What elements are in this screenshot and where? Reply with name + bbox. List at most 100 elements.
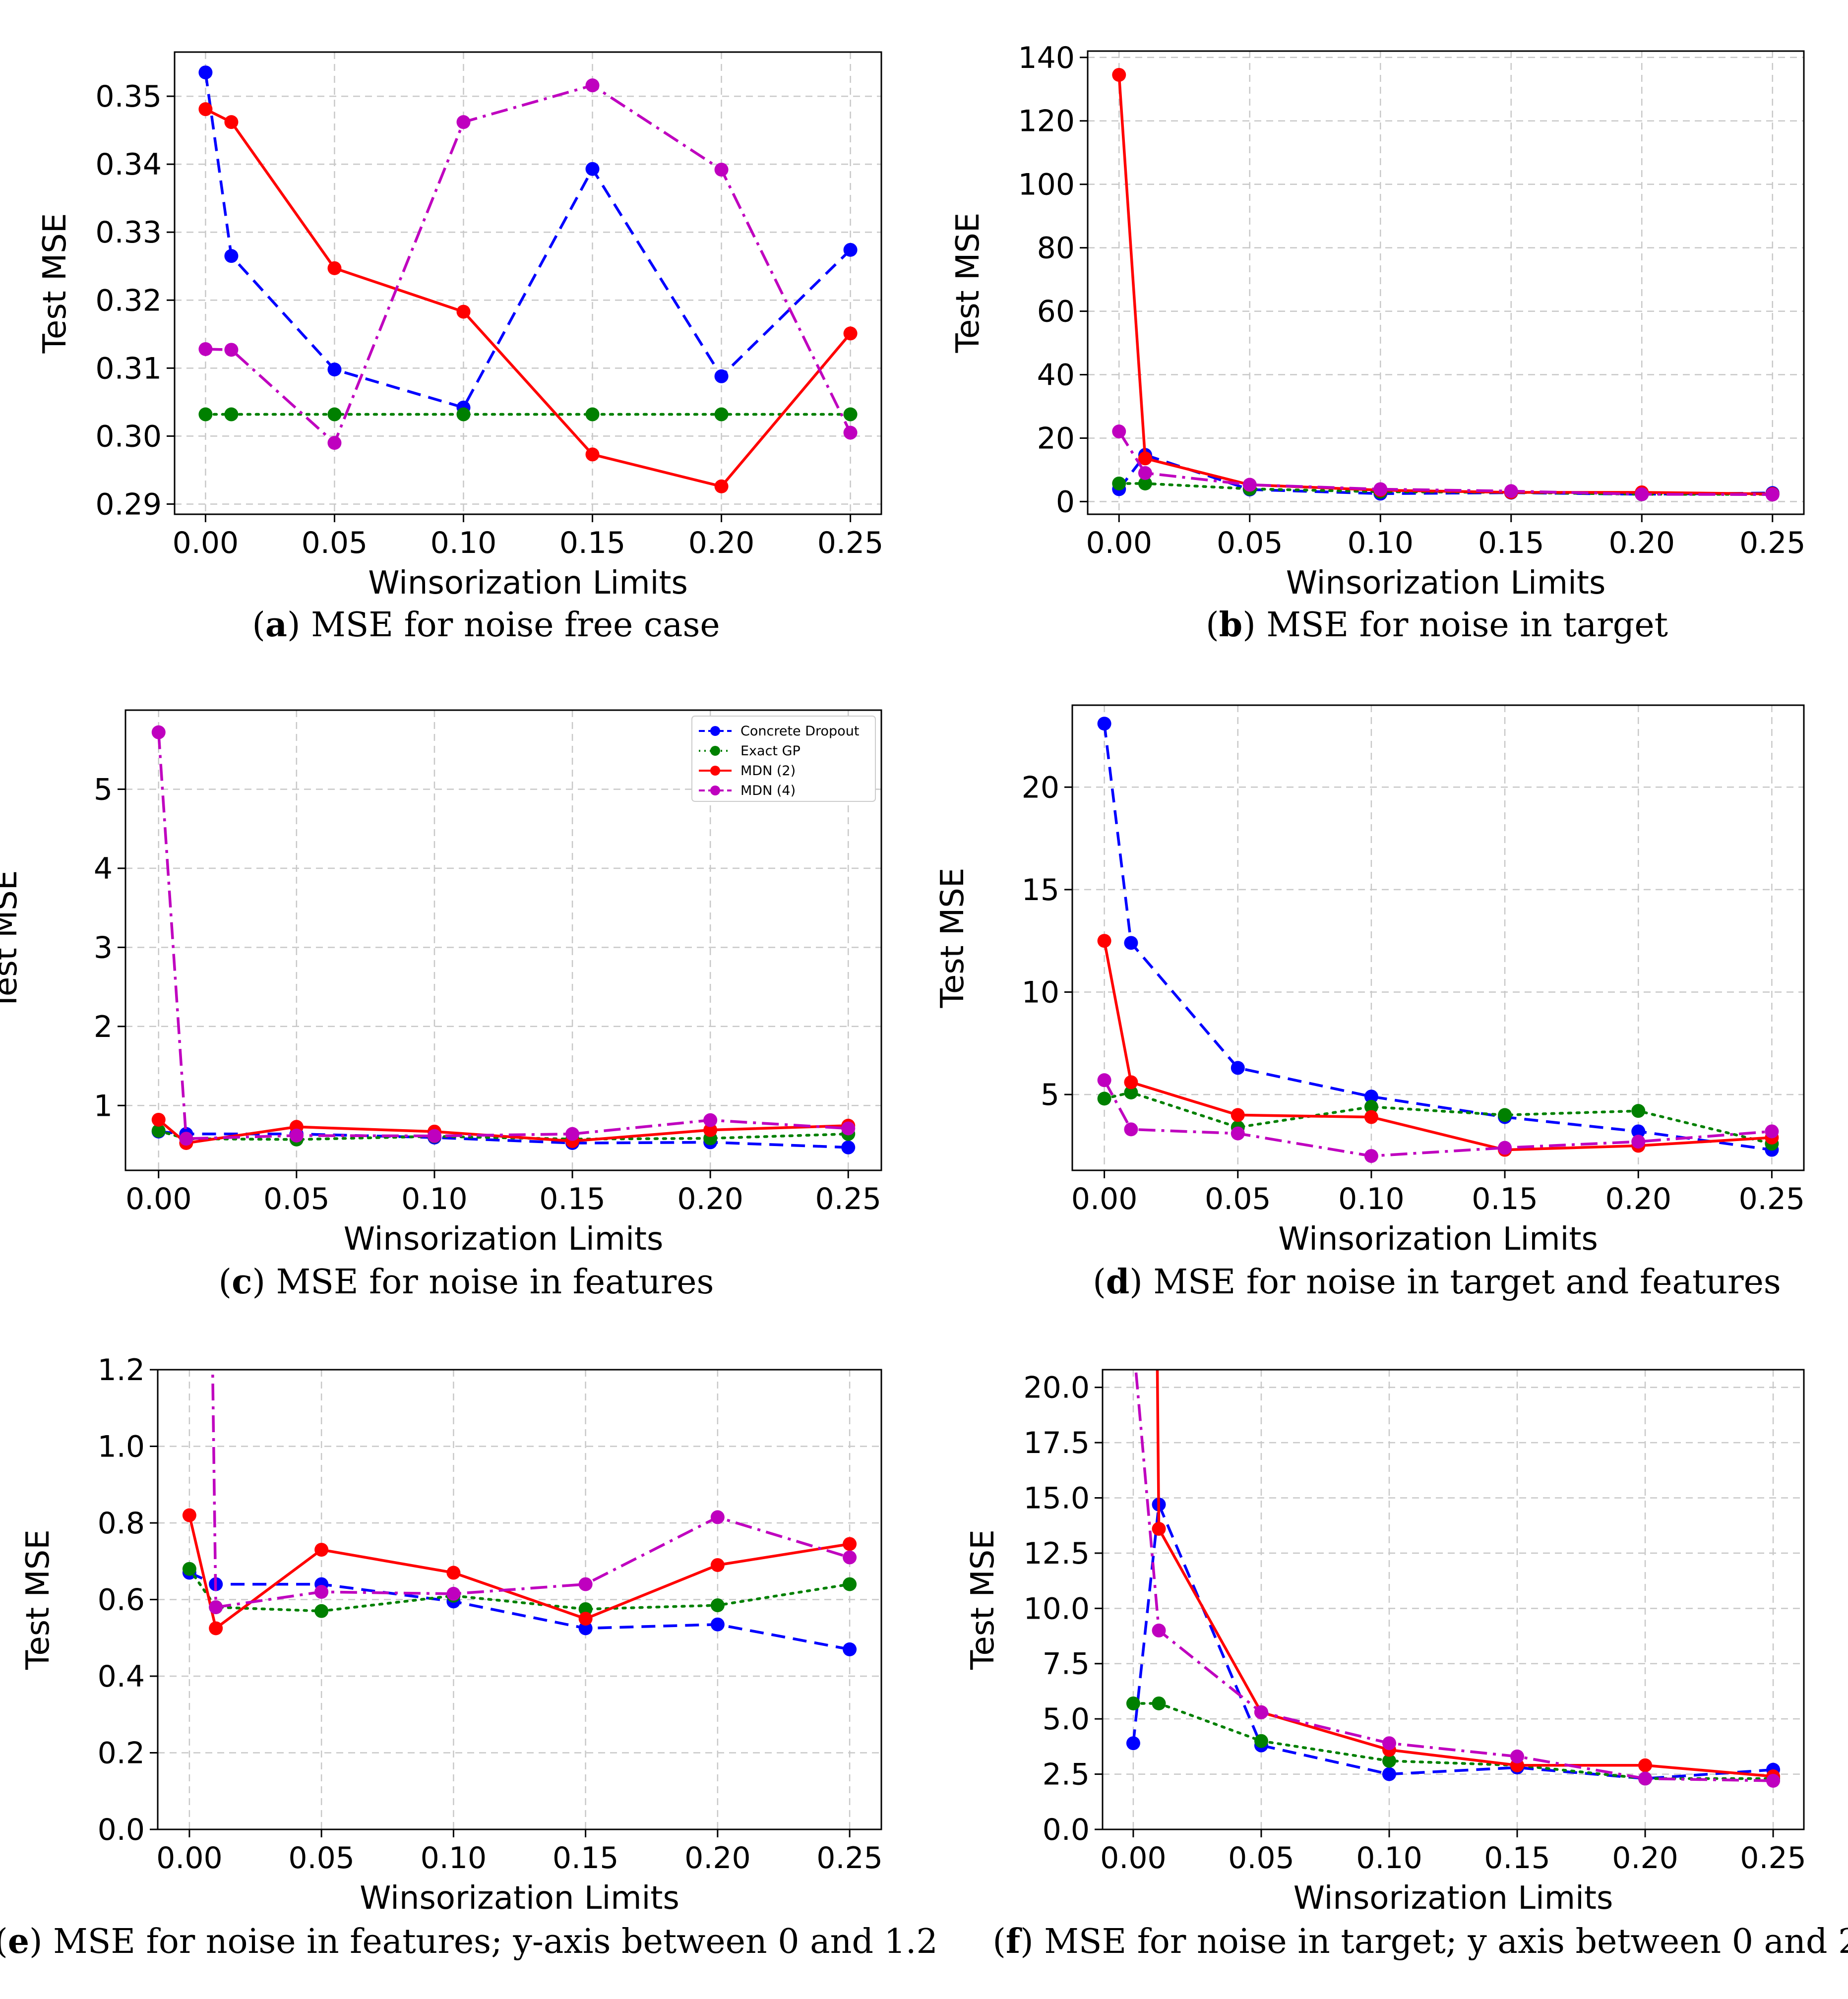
- data-point-concrete_dropout: [585, 162, 600, 176]
- data-point-mdn4: [327, 436, 342, 450]
- data-point-mdn4: [703, 1113, 718, 1127]
- data-point-mdn2: [703, 1123, 718, 1137]
- legend-marker-mdn4: [710, 786, 720, 795]
- y-tick-label: 120: [1018, 104, 1075, 139]
- x-axis-label: Winsorization Limits: [360, 1880, 679, 1917]
- y-tick-label: 0.0: [98, 1813, 145, 1847]
- series-line-mdn4: [1134, 1370, 1774, 1782]
- x-tick-label: 0.00: [156, 1841, 223, 1876]
- y-tick-label: 0.33: [95, 215, 162, 250]
- y-tick-label: 20: [1037, 421, 1075, 456]
- data-point-mdn4: [585, 78, 600, 93]
- data-point-mdn4: [456, 115, 471, 129]
- data-point-mdn4: [198, 342, 213, 356]
- caption-letter: f: [1005, 1922, 1021, 1961]
- y-tick-label: 60: [1037, 295, 1075, 329]
- y-tick-label: 0.35: [95, 79, 162, 114]
- series-line-mdn2: [205, 108, 852, 488]
- data-point-exact_gp: [1152, 1696, 1166, 1710]
- x-tick-label: 0.10: [1338, 1182, 1405, 1216]
- data-point-exact_gp: [1097, 1091, 1111, 1106]
- caption-text: ) MSE for noise in target; y axis betwee…: [1020, 1922, 1848, 1961]
- caption-text: ) MSE for noise in target and features: [1129, 1263, 1781, 1302]
- series-line-mdn2: [1117, 74, 1773, 495]
- y-tick-label: 0: [1056, 485, 1075, 519]
- y-tick-label: 0.34: [95, 147, 162, 182]
- data-point-mdn4: [843, 1550, 857, 1565]
- data-point-mdn2: [710, 1558, 725, 1572]
- x-tick-label: 0.10: [1356, 1841, 1422, 1876]
- data-point-concrete_dropout: [843, 242, 858, 257]
- x-axis-label: Winsorization Limits: [344, 1221, 664, 1258]
- series-line-mdn4: [1117, 430, 1773, 496]
- plot-area: [151, 725, 856, 1154]
- x-axis-label: Winsorization Limits: [1286, 565, 1606, 602]
- data-point-exact_gp: [1498, 1108, 1512, 1122]
- data-point-mdn2: [714, 479, 729, 493]
- data-point-mdn4: [427, 1129, 441, 1143]
- x-tick-label: 0.15: [1484, 1841, 1550, 1876]
- data-point-concrete_dropout: [1631, 1124, 1646, 1139]
- data-point-mdn4: [714, 163, 729, 177]
- data-point-exact_gp: [151, 1124, 166, 1138]
- data-point-exact_gp: [578, 1602, 593, 1616]
- y-tick-label: 0.2: [98, 1736, 145, 1771]
- x-tick-label: 0.25: [815, 1182, 881, 1216]
- y-tick-label: 20: [1022, 770, 1059, 805]
- data-point-mdn4: [1765, 487, 1780, 502]
- data-point-mdn4: [1635, 487, 1649, 501]
- data-point-concrete_dropout: [714, 369, 729, 383]
- x-tick-label: 0.00: [125, 1182, 192, 1216]
- x-axis-label: Winsorization Limits: [1294, 1880, 1613, 1917]
- data-point-mdn4: [710, 1510, 725, 1524]
- data-point-mdn2: [314, 1543, 329, 1557]
- data-point-exact_gp: [198, 407, 213, 422]
- y-tick-label: 0.32: [95, 283, 162, 318]
- x-tick-label: 0.25: [1739, 1182, 1805, 1216]
- data-point-mdn4: [1124, 1122, 1138, 1137]
- series-line-mdn2: [188, 1514, 850, 1631]
- y-tick-label: 17.5: [1023, 1426, 1090, 1460]
- data-point-mdn4: [1112, 424, 1126, 439]
- y-tick-label: 0.29: [95, 487, 162, 522]
- x-tick-label: 0.15: [539, 1182, 606, 1216]
- data-point-exact_gp: [585, 407, 600, 422]
- plot-area: [1126, 1370, 1781, 1788]
- data-point-concrete_dropout: [710, 1617, 725, 1632]
- data-point-mdn4: [1231, 1126, 1245, 1141]
- x-tick-label: 0.20: [684, 1841, 751, 1876]
- legend-marker-concrete_dropout: [710, 726, 720, 736]
- series-line-concrete_dropout: [1118, 453, 1773, 496]
- data-point-mdn2: [1638, 1758, 1653, 1772]
- y-tick-label: 5.0: [1043, 1702, 1090, 1737]
- y-tick-label: 80: [1037, 231, 1075, 266]
- data-point-mdn4: [209, 1600, 223, 1614]
- y-axis-label: Test MSE: [965, 1529, 1001, 1670]
- y-tick-label: 140: [1018, 41, 1075, 75]
- caption-text: ) MSE for noise in features: [252, 1263, 714, 1302]
- y-axis-label: Test MSE: [0, 870, 24, 1011]
- data-point-mdn4: [314, 1585, 329, 1599]
- x-tick-label: 0.15: [553, 1841, 619, 1876]
- caption-letter: c: [232, 1262, 252, 1302]
- data-point-mdn2: [1112, 67, 1126, 82]
- y-tick-label: 0.0: [1043, 1813, 1090, 1847]
- chart-panel-d: 0.00 0.05 0.10 0.15 0.20 0.25 5 10 15 20 Winsoriza…: [934, 704, 1805, 1258]
- plot-area: [198, 65, 858, 493]
- data-point-mdn2: [585, 447, 600, 462]
- data-point-exact_gp: [843, 407, 858, 422]
- data-point-mdn2: [843, 1537, 857, 1551]
- x-axis-label: Winsorization Limits: [1278, 1221, 1598, 1258]
- data-point-mdn2: [1231, 1108, 1245, 1122]
- chart-panel-b: 0.00 0.05 0.10 0.15 0.20 0.25 0 20 40 60 80 100 120 1…: [950, 41, 1806, 602]
- axes-frame: [157, 1369, 882, 1830]
- caption-c: (c) MSE for noise in features: [218, 1262, 714, 1302]
- x-tick-label: 0.20: [677, 1182, 743, 1216]
- y-tick-label: 1.0: [98, 1430, 145, 1464]
- data-point-mdn2: [843, 326, 858, 341]
- data-point-exact_gp: [1124, 1085, 1138, 1099]
- chart-panel-c: 0.00 0.05 0.10 0.15 0.20 0.25 1 2 3 4 5 Winsorizati…: [0, 709, 882, 1258]
- x-tick-label: 0.15: [1472, 1182, 1538, 1216]
- data-point-mdn4: [1765, 1124, 1779, 1139]
- data-point-mdn4: [1766, 1773, 1781, 1788]
